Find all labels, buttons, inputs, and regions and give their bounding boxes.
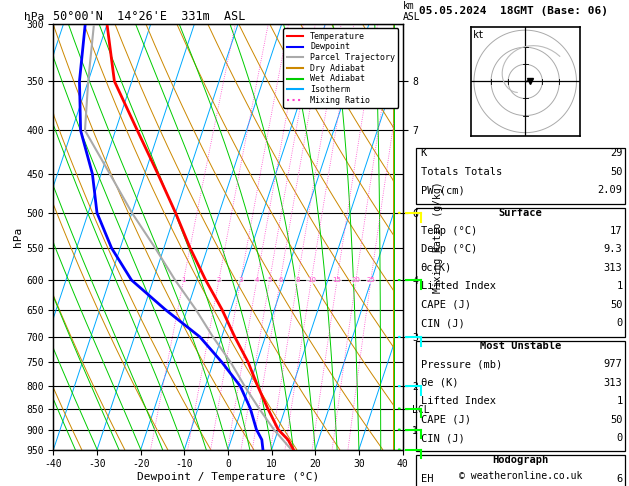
Text: θe (K): θe (K) xyxy=(421,378,458,388)
Text: 10: 10 xyxy=(307,278,316,283)
Text: 25: 25 xyxy=(367,278,376,283)
Bar xyxy=(416,148,625,204)
Text: EH: EH xyxy=(421,474,433,484)
Text: 0: 0 xyxy=(616,318,623,329)
Text: Most Unstable: Most Unstable xyxy=(480,341,561,351)
Text: 29: 29 xyxy=(610,148,623,158)
Text: CIN (J): CIN (J) xyxy=(421,318,464,329)
Text: 313: 313 xyxy=(604,263,623,273)
Text: Totals Totals: Totals Totals xyxy=(421,167,502,177)
Text: Lifted Index: Lifted Index xyxy=(421,396,496,406)
Bar xyxy=(416,455,625,486)
Text: 5: 5 xyxy=(267,278,272,283)
Text: 2: 2 xyxy=(216,278,221,283)
Text: 50°00'N  14°26'E  331m  ASL: 50°00'N 14°26'E 331m ASL xyxy=(53,10,246,23)
Text: Lifted Index: Lifted Index xyxy=(421,281,496,292)
Text: km
ASL: km ASL xyxy=(403,0,420,22)
Text: 0: 0 xyxy=(616,433,623,443)
Bar xyxy=(416,341,625,451)
Y-axis label: Mixing Ratio (g/kg): Mixing Ratio (g/kg) xyxy=(433,181,443,293)
Y-axis label: hPa: hPa xyxy=(13,227,23,247)
Text: 9.3: 9.3 xyxy=(604,244,623,255)
Text: CAPE (J): CAPE (J) xyxy=(421,300,470,310)
Text: 2.09: 2.09 xyxy=(598,185,623,195)
Text: PW (cm): PW (cm) xyxy=(421,185,464,195)
Text: © weatheronline.co.uk: © weatheronline.co.uk xyxy=(459,471,582,481)
Text: Temp (°C): Temp (°C) xyxy=(421,226,477,236)
Text: hPa: hPa xyxy=(24,12,44,22)
Text: CAPE (J): CAPE (J) xyxy=(421,415,470,425)
Text: 6: 6 xyxy=(616,474,623,484)
Text: 05.05.2024  18GMT (Base: 06): 05.05.2024 18GMT (Base: 06) xyxy=(418,6,608,16)
Text: 1: 1 xyxy=(181,278,186,283)
Text: Hodograph: Hodograph xyxy=(493,455,548,466)
Text: 4: 4 xyxy=(255,278,259,283)
Text: 313: 313 xyxy=(604,378,623,388)
Text: Pressure (mb): Pressure (mb) xyxy=(421,359,502,369)
Text: 50: 50 xyxy=(610,415,623,425)
Text: kt: kt xyxy=(473,30,484,40)
Text: Surface: Surface xyxy=(499,208,542,218)
X-axis label: Dewpoint / Temperature (°C): Dewpoint / Temperature (°C) xyxy=(137,472,319,482)
Text: Dewp (°C): Dewp (°C) xyxy=(421,244,477,255)
Text: 977: 977 xyxy=(604,359,623,369)
Text: 1: 1 xyxy=(616,281,623,292)
Text: 3: 3 xyxy=(238,278,243,283)
Text: 17: 17 xyxy=(610,226,623,236)
Text: 8: 8 xyxy=(295,278,300,283)
Text: 20: 20 xyxy=(352,278,360,283)
Bar xyxy=(416,208,625,337)
Text: K: K xyxy=(421,148,427,158)
Legend: Temperature, Dewpoint, Parcel Trajectory, Dry Adiabat, Wet Adiabat, Isotherm, Mi: Temperature, Dewpoint, Parcel Trajectory… xyxy=(284,29,398,108)
Text: CIN (J): CIN (J) xyxy=(421,433,464,443)
Text: 50: 50 xyxy=(610,300,623,310)
Text: θc(K): θc(K) xyxy=(421,263,452,273)
Text: 50: 50 xyxy=(610,167,623,177)
Text: 15: 15 xyxy=(333,278,342,283)
Text: 1: 1 xyxy=(616,396,623,406)
Text: 6: 6 xyxy=(278,278,282,283)
